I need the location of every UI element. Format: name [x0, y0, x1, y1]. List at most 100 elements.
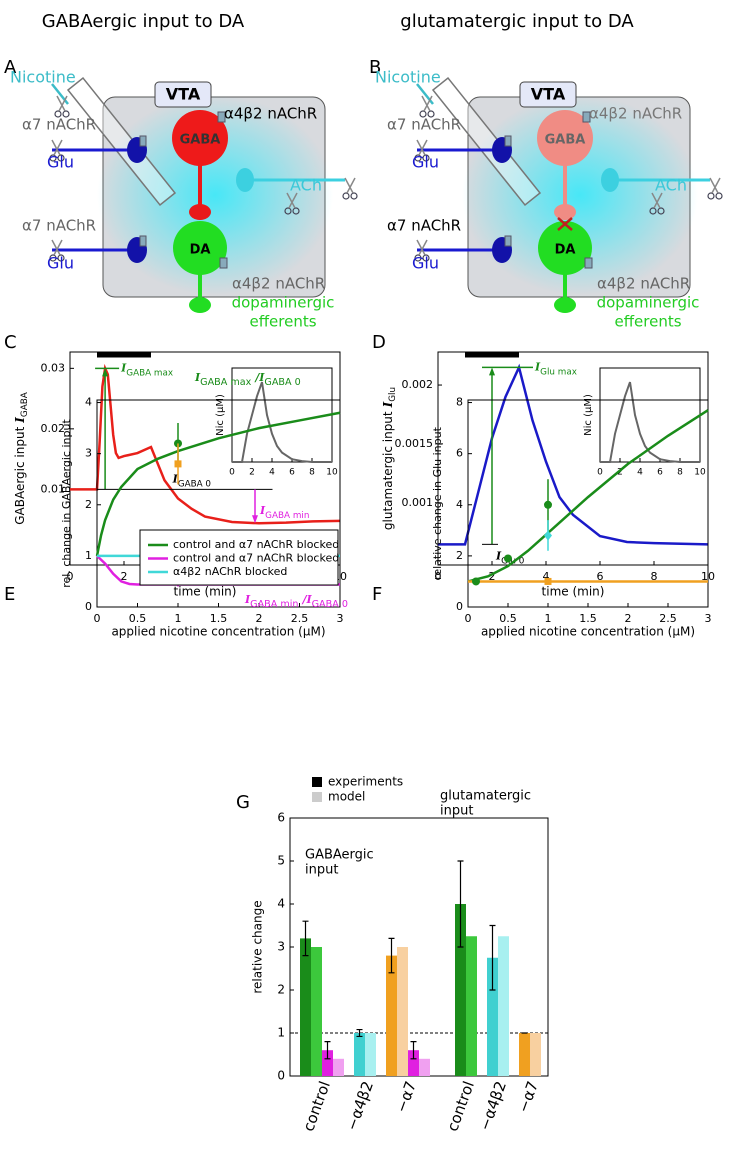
- diagram-label: DA: [555, 243, 576, 258]
- inset-y-label: Nic (µM): [215, 394, 226, 436]
- y-tick-label: 0.02: [41, 422, 66, 435]
- x-tick-label: 2: [249, 468, 255, 478]
- scissors: [421, 95, 433, 112]
- x-tick-label: −α7: [514, 1079, 542, 1115]
- legend-label: α4β2 nAChR blocked: [173, 565, 287, 578]
- panel-letter: D: [372, 332, 386, 353]
- x-tick-label: 1.5: [210, 612, 228, 625]
- legend-label: control and α7 nAChR blocked: [173, 552, 339, 565]
- data-line: [70, 363, 341, 525]
- model-bar: [419, 1058, 430, 1076]
- diagram-label: Nicotine: [10, 68, 76, 87]
- scissors: [51, 139, 63, 156]
- arrow-head: [489, 367, 495, 376]
- label-part: GABA 0: [312, 599, 348, 610]
- y-tick-label: 6: [277, 811, 285, 825]
- legend-swatch: [312, 792, 322, 802]
- error-bar: [388, 937, 395, 974]
- model-bar: [498, 936, 509, 1076]
- x-tick-label: 4: [637, 468, 643, 478]
- x-tick-label: 0.5: [499, 612, 517, 625]
- diagram-label: α4β2 nAChR: [224, 105, 317, 123]
- data-line: [600, 381, 700, 463]
- nicotine-pipette: [66, 76, 177, 207]
- diagram-label: α7 nAChR: [387, 217, 461, 235]
- x-tick-label: control: [443, 1079, 478, 1134]
- y-tick-label: 3: [85, 447, 92, 460]
- panel-letter: F: [372, 584, 382, 605]
- gaba-neuron: [537, 110, 593, 166]
- gaba-neuron: [172, 110, 228, 166]
- scissors: [342, 192, 350, 200]
- scissors: [427, 110, 435, 118]
- y-tick-label: 4: [85, 396, 92, 409]
- panel-letter: C: [4, 332, 17, 353]
- scissors: [414, 154, 422, 162]
- label-part: I: [495, 549, 502, 562]
- a4b2-receptor: [219, 257, 228, 269]
- rich-label: relative change in Glu input: [431, 426, 444, 580]
- y-tick-label: 0: [456, 600, 463, 613]
- label-part: GABA min: [265, 511, 309, 521]
- inset-y-label: Nic (µM): [583, 394, 594, 436]
- error-bar: [356, 1028, 363, 1038]
- error-bar: [457, 860, 464, 948]
- experiment-bar: [300, 938, 311, 1076]
- x-tick-label: 6: [657, 468, 663, 478]
- error-bar: [302, 920, 309, 957]
- experiment-bar: [354, 1033, 365, 1076]
- label-part: I: [381, 401, 395, 408]
- x-tick-label: 10: [694, 468, 706, 478]
- legend-label: model: [328, 790, 365, 804]
- x-tick-label: 6: [597, 570, 604, 583]
- ach-terminal: [601, 168, 619, 192]
- scissors: [422, 154, 430, 162]
- label-part: I: [244, 593, 251, 606]
- x-tick-label: 1: [175, 612, 182, 625]
- legend-swatch: [312, 777, 322, 787]
- rich-label: IGABA max: [120, 361, 173, 378]
- y-tick-label: 5: [277, 854, 285, 868]
- a4b2-receptor: [584, 257, 593, 269]
- plot-frame: [437, 351, 709, 566]
- rich-label: IGABA 0: [172, 472, 212, 489]
- a4b2-receptor: [217, 111, 226, 123]
- x-tick-label: 0: [465, 612, 472, 625]
- data-point: [544, 500, 552, 509]
- x-tick-label: −α4β2: [476, 1079, 510, 1133]
- data-line: [438, 363, 709, 546]
- scissors: [51, 239, 63, 256]
- label-part: glutamatergic input: [381, 411, 395, 530]
- scissors: [709, 177, 721, 194]
- data-line: [232, 381, 332, 463]
- x-tick-label: 0: [67, 570, 74, 583]
- model-bar: [311, 947, 322, 1076]
- da-neuron: [538, 221, 592, 275]
- x-tick-label: 10: [326, 468, 338, 478]
- y-tick-label: 0.001: [402, 496, 434, 509]
- diagram-label: GABA: [545, 133, 586, 148]
- diagram-label: α7 nAChR: [22, 116, 96, 134]
- y-tick-label: 8: [456, 396, 463, 409]
- ach-glow: [462, 95, 698, 295]
- y-tick-label: 0: [85, 600, 92, 613]
- panel-letter: A: [4, 57, 17, 78]
- arrow-head: [252, 515, 258, 524]
- diagram-label: α4β2 nAChR: [589, 105, 682, 123]
- model-bar: [333, 1058, 344, 1076]
- panel-letter: B: [369, 57, 381, 78]
- a4b2-receptor: [582, 111, 591, 123]
- label-part: I: [259, 504, 266, 517]
- column-header: GABAergic input to DA: [42, 11, 245, 32]
- x-tick-label: 4: [543, 570, 550, 583]
- diagram-label: Nicotine: [375, 68, 441, 87]
- diagram-label: α4β2 nAChR: [232, 275, 325, 293]
- experiment-bar: [455, 904, 466, 1076]
- scissors: [715, 192, 723, 200]
- x-tick-label: 6: [289, 468, 295, 478]
- scissors: [350, 192, 358, 200]
- x-tick-label: 2.5: [291, 612, 309, 625]
- data-line: [95, 411, 341, 557]
- arrow-head: [102, 368, 109, 377]
- diagram-label: VTA: [531, 85, 566, 104]
